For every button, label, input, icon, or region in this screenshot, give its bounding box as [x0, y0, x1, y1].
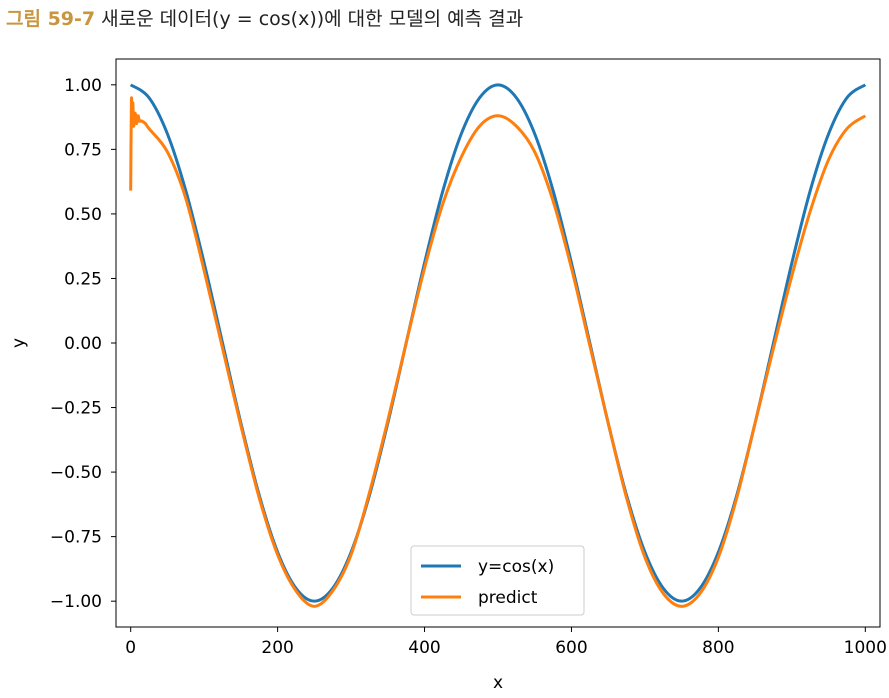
figure-title: 새로운 데이터(y = cos(x))에 대한 모델의 예측 결과 [101, 8, 524, 30]
y-tick-label: 0.75 [64, 140, 102, 160]
y-tick-label: −0.75 [50, 528, 102, 548]
x-tick-label: 600 [555, 638, 587, 658]
legend: y=cos(x) predict [410, 545, 585, 616]
series-line-cos [129, 83, 867, 603]
figure-caption: 그림 59-7 새로운 데이터(y = cos(x))에 대한 모델의 예측 결과 [6, 6, 523, 32]
legend-label-cos: y=cos(x) [478, 557, 554, 577]
axes-frame [115, 58, 881, 628]
axis-ticks: 0 200 400 600 800 1000 1.00 0.75 0.50 0.25 0.00 −0.… [50, 76, 887, 658]
legend-label-predict: predict [478, 588, 538, 608]
y-tick-label: 0.00 [64, 334, 102, 354]
figure-number: 그림 59-7 [6, 8, 96, 30]
x-axis-label: x [493, 673, 503, 693]
plot-area [129, 83, 867, 608]
x-tick-label: 400 [408, 638, 440, 658]
x-tick-label: 200 [261, 638, 293, 658]
y-tick-label: 0.25 [64, 269, 102, 289]
y-axis-label: y [9, 338, 29, 348]
series-line-predict [129, 96, 867, 608]
x-tick-label: 1000 [844, 638, 887, 658]
x-tick-label: 0 [125, 638, 136, 658]
y-tick-label: −0.25 [50, 399, 102, 419]
x-tick-label: 800 [702, 638, 734, 658]
y-tick-label: 1.00 [64, 76, 102, 96]
y-tick-label: −1.00 [50, 592, 102, 612]
y-tick-label: 0.50 [64, 205, 102, 225]
y-tick-label: −0.50 [50, 463, 102, 483]
